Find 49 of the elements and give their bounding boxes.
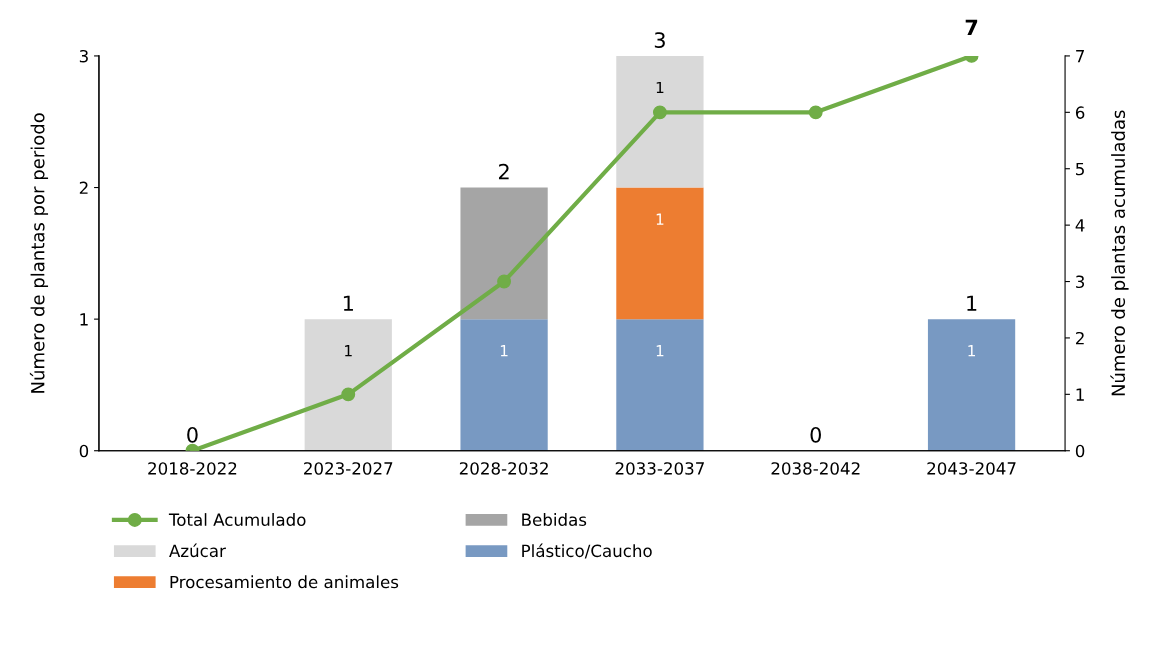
x-tick-label: 2043-2047: [927, 462, 1016, 475]
data-label: 1: [968, 345, 976, 357]
total-label: 3: [654, 32, 665, 48]
bar: [616, 55, 704, 188]
legend-label: Bebidas: [522, 513, 587, 527]
point: [652, 105, 667, 120]
total-label: 0: [187, 426, 198, 443]
point: [808, 105, 823, 120]
x-tick-label: 2038-2042: [771, 462, 860, 475]
x-tick-label: 2033-2037: [615, 462, 704, 475]
total-label: 2: [498, 163, 509, 180]
total-label: 1: [343, 295, 353, 311]
y-tick-label: 3: [79, 49, 88, 63]
y2-tick-label: 7: [1076, 50, 1084, 63]
data-label: 1: [345, 345, 352, 357]
legend-label: Plástico/Caucho: [522, 543, 652, 559]
data-label: 1: [656, 81, 664, 94]
y2-tick-label: 4: [1075, 219, 1085, 232]
bar: [460, 319, 548, 451]
point: [497, 274, 512, 289]
y2-tick-label: 5: [1076, 162, 1084, 176]
y-tick-label: 2: [79, 181, 88, 194]
y2-tick-label: 6: [1075, 106, 1085, 119]
legend-label: Total Acumulado: [168, 513, 306, 527]
total-label: 0: [810, 426, 821, 443]
x-tick-label: 2018-2022: [148, 462, 237, 475]
data-label: 1: [656, 213, 664, 225]
y-axis-title: Número de plantas por periodo: [29, 113, 49, 393]
y-tick-label: 0: [79, 444, 89, 458]
x-tick-label: 2028-2032: [459, 462, 548, 475]
data-label: 1: [500, 345, 508, 357]
y2-tick-label: 3: [1076, 275, 1085, 289]
x-tick-label: 2023-2027: [304, 462, 393, 475]
bar: [460, 187, 548, 320]
bar: [616, 187, 704, 320]
y2-tick-label: 0: [1075, 444, 1085, 458]
bar: [304, 319, 392, 451]
data-label: 7: [965, 19, 978, 35]
y-tick-label: 1: [80, 313, 88, 326]
legend-label: Procesamiento de animales: [170, 575, 399, 589]
data-label: 1: [656, 345, 664, 357]
point: [341, 387, 356, 402]
total-label: 1: [967, 295, 977, 311]
bar: [927, 319, 1016, 451]
y2-tick-label: 1: [1076, 388, 1084, 401]
legend-label: Azúcar: [169, 543, 226, 558]
y2-axis-title: Número de plantas acumuladas: [1110, 110, 1129, 396]
y2-tick-label: 2: [1076, 331, 1084, 345]
bar: [616, 319, 704, 451]
